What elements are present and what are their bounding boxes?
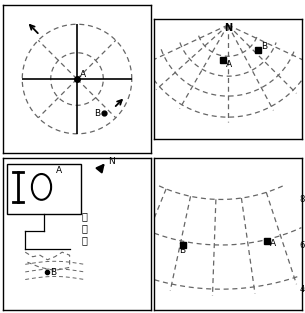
Text: B: B — [261, 42, 267, 51]
Bar — [8, 164, 81, 214]
Text: 60°: 60° — [299, 240, 305, 249]
Text: 40°: 40° — [299, 285, 305, 294]
Text: 80°: 80° — [299, 195, 305, 204]
Text: 业: 业 — [81, 223, 87, 233]
Text: N: N — [224, 23, 232, 33]
Text: A: A — [56, 166, 63, 175]
Text: A: A — [270, 239, 276, 249]
Text: 农: 农 — [81, 211, 87, 221]
Text: A: A — [80, 70, 86, 79]
Text: N: N — [108, 156, 115, 166]
Text: B: B — [179, 246, 185, 255]
Text: B: B — [50, 268, 56, 277]
Text: A: A — [226, 60, 232, 69]
Text: B: B — [95, 109, 101, 118]
Text: 园: 园 — [81, 235, 87, 245]
